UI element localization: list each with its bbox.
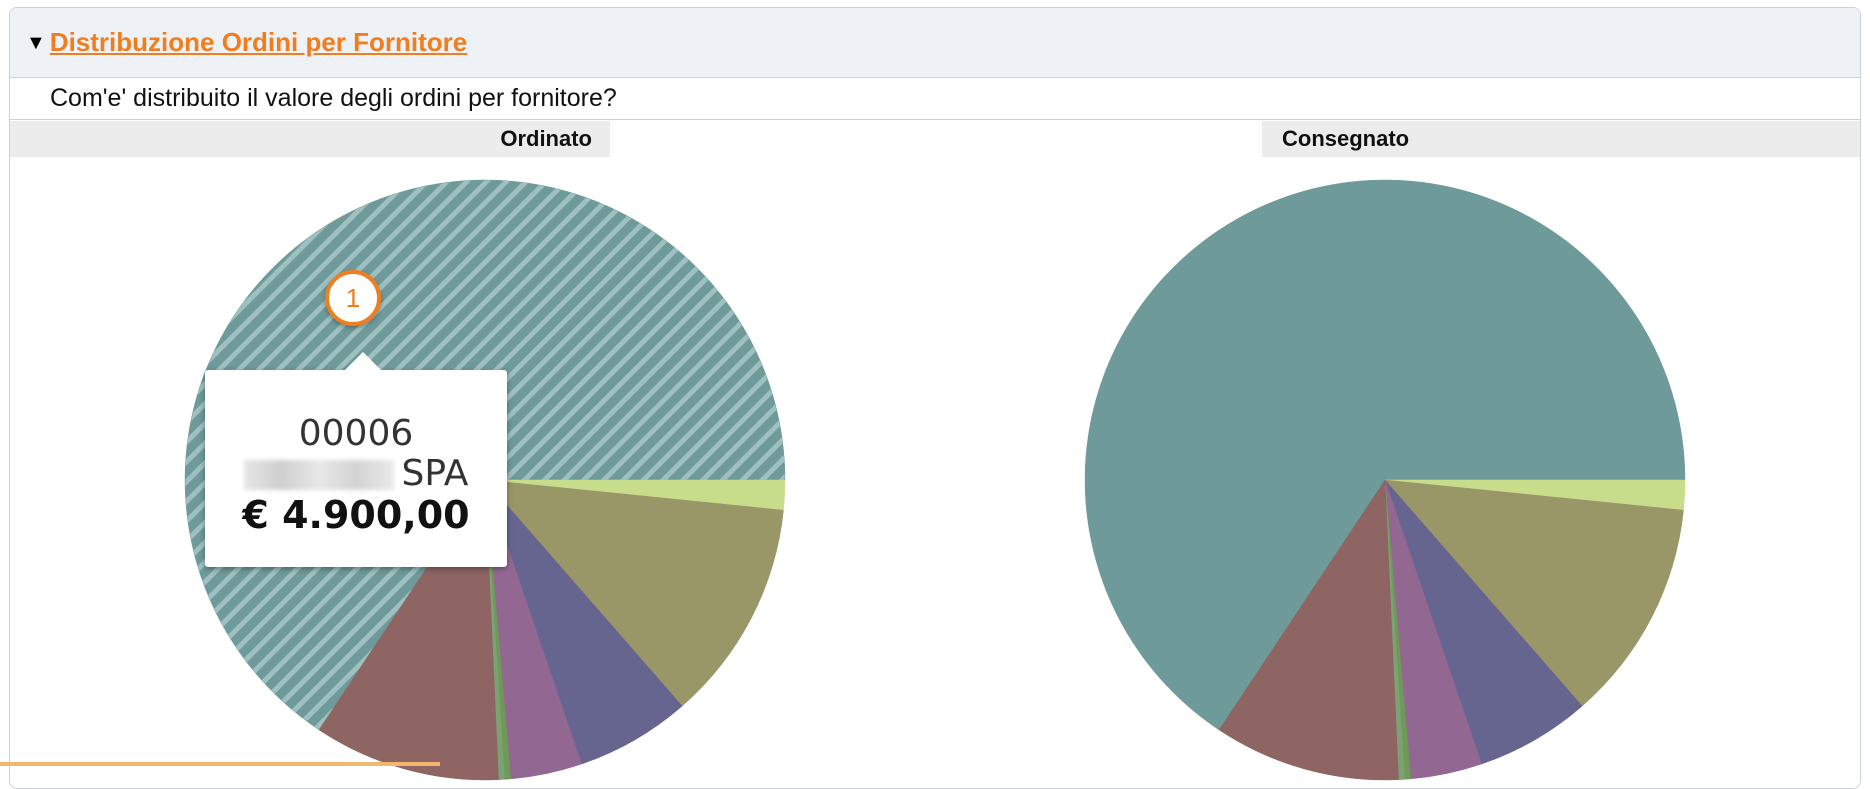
chart-area: Ordinato Consegnato (10, 120, 1860, 788)
slice-tooltip: 00006 SPA € 4.900,00 (205, 352, 507, 567)
pie-1-slice-0[interactable] (1084, 179, 1686, 731)
chart-title-ordinato: Ordinato (10, 121, 610, 157)
panel-header[interactable]: ▼ Distribuzione Ordini per Fornitore (10, 8, 1860, 78)
tooltip-name-suffix: SPA (401, 453, 469, 494)
redacted-name (243, 460, 394, 490)
highlight-badge: 1 (325, 270, 381, 326)
triangle-down-icon[interactable]: ▼ (26, 31, 46, 54)
pie-1-slice-3[interactable] (1384, 479, 1583, 765)
bottom-accent (0, 762, 440, 766)
chart-title-consegnato: Consegnato (1262, 121, 1860, 157)
chart-question: Com'e' distribuito il valore degli ordin… (10, 78, 1860, 120)
pie-0-slice-2[interactable] (484, 479, 784, 707)
pie-0-slice-3[interactable] (484, 479, 683, 765)
chart-panel: ▼ Distribuzione Ordini per Fornitore Com… (9, 7, 1861, 789)
pie-1-slice-2[interactable] (1384, 479, 1684, 707)
tooltip-value: € 4.900,00 (242, 493, 470, 537)
panel-title-link[interactable]: Distribuzione Ordini per Fornitore (49, 27, 468, 57)
tooltip-code: 00006 (298, 413, 414, 454)
tooltip-name: SPA (205, 454, 507, 494)
